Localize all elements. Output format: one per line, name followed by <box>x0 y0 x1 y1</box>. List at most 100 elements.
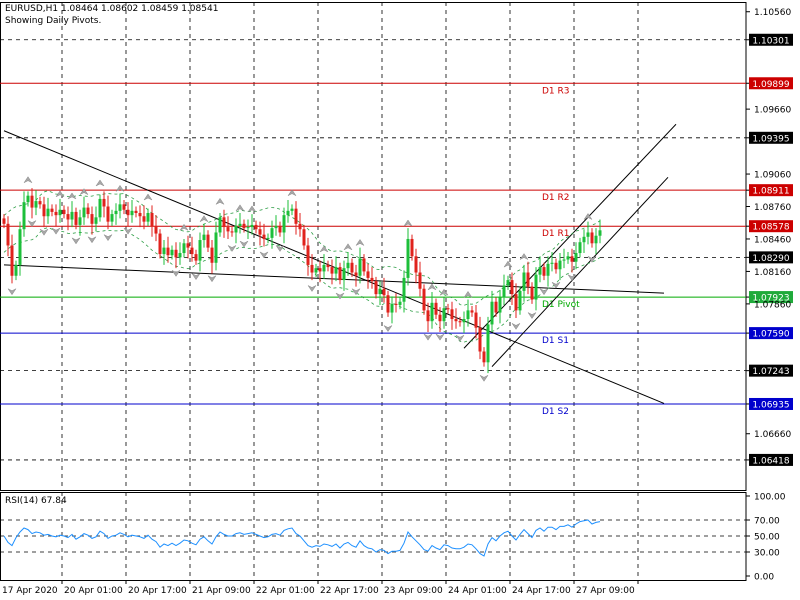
candle-body <box>274 225 278 229</box>
pivot-label: D1 S1 <box>542 336 569 346</box>
candle-body <box>106 206 110 222</box>
candle-body <box>342 268 346 281</box>
candle-body <box>70 211 74 220</box>
price-marker-box <box>749 251 793 264</box>
fractal-up-arrow <box>179 223 189 231</box>
candle-body <box>418 272 422 289</box>
price-marker-label: 1.08911 <box>752 187 789 197</box>
candle-body <box>474 312 478 328</box>
fractal-up-arrow <box>235 204 245 212</box>
symbol-header: EURUSD,H1 1.08464 1.08602 1.08459 1.0854… <box>5 4 219 14</box>
fractal-up-arrow <box>115 184 125 193</box>
fractal-down-arrow <box>307 284 317 292</box>
candle-body <box>306 245 310 265</box>
candle-body <box>402 277 406 302</box>
fractal-down-arrow <box>435 333 445 341</box>
candle-body <box>414 256 418 273</box>
envelope-lower <box>3 227 601 343</box>
time-tick-label: 17 Apr 2020 <box>2 586 58 596</box>
candle-body <box>218 217 222 233</box>
fractal-up-arrow <box>79 188 89 196</box>
candle-body <box>346 262 350 269</box>
fractal-down-arrow <box>551 281 561 289</box>
fractal-up-arrow <box>463 290 473 299</box>
candle-body <box>486 324 490 363</box>
candle-body <box>490 301 494 325</box>
candle-body <box>498 297 502 313</box>
fractal-up-arrow <box>215 197 225 205</box>
candle-body <box>438 314 442 322</box>
price-marker-label: 1.07243 <box>752 367 789 377</box>
candle-body <box>174 249 178 258</box>
candle-body <box>410 238 414 257</box>
rsi-tick-label: 70.00 <box>754 517 780 527</box>
price-marker-label: 1.07923 <box>752 294 789 304</box>
price-marker-label: 1.08290 <box>752 254 789 264</box>
fractal-down-arrow <box>527 311 537 319</box>
candle-body <box>110 214 114 222</box>
candle-body <box>578 242 582 254</box>
candle-body <box>510 280 514 295</box>
fractal-up-arrow <box>23 176 33 184</box>
time-tick-label: 23 Apr 09:00 <box>384 586 443 596</box>
candle-body <box>142 216 146 222</box>
candle-body <box>378 288 382 295</box>
candle-body <box>250 224 254 228</box>
trendline <box>491 176 669 367</box>
candle-body <box>426 310 430 322</box>
candle-body <box>570 256 574 262</box>
candle-body <box>430 302 434 322</box>
candle-body <box>450 309 454 320</box>
candle-body <box>14 264 18 276</box>
candle-body <box>362 258 366 272</box>
price-marker-label: 1.08578 <box>752 223 789 233</box>
candle-body <box>534 274 538 300</box>
candle-body <box>462 319 466 323</box>
fractal-down-arrow <box>51 227 61 235</box>
price-tick-label: 1.08460 <box>754 235 791 245</box>
fractal-up-arrow <box>247 205 257 213</box>
time-tick-label: 24 Apr 01:00 <box>448 586 507 596</box>
fractal-down-arrow <box>239 240 249 248</box>
price-marker-label: 1.09899 <box>752 80 789 90</box>
candle-body <box>42 204 46 217</box>
candle-body <box>170 249 174 256</box>
candle-body <box>206 234 210 248</box>
candle-body <box>230 231 234 233</box>
candle-body <box>26 195 30 203</box>
candle-body <box>330 267 334 274</box>
candle-body <box>566 256 570 260</box>
candle-body <box>294 208 298 224</box>
candle-body <box>594 235 598 244</box>
candle-body <box>374 281 378 295</box>
fractal-up-arrow <box>427 283 437 291</box>
candle-body <box>354 272 358 276</box>
time-tick-label: 22 Apr 01:00 <box>256 586 315 596</box>
candle-body <box>478 327 482 352</box>
fractal-up-arrow <box>287 189 297 197</box>
fractal-up-arrow <box>503 260 513 268</box>
candle-body <box>494 301 498 313</box>
price-marker-box <box>749 131 793 144</box>
fractal-up-arrow <box>95 179 105 187</box>
candle-body <box>470 310 474 313</box>
candle-body <box>150 212 154 226</box>
candle-body <box>138 212 142 217</box>
candle-body <box>558 260 562 270</box>
fractal-down-arrow <box>423 333 433 341</box>
candle-body <box>166 247 170 256</box>
candle-body <box>134 210 138 213</box>
candle-body <box>262 234 266 239</box>
pivot-label: D1 R1 <box>542 229 570 239</box>
candle-body <box>514 294 518 311</box>
candle-body <box>522 272 526 291</box>
price-marker-box <box>749 453 793 466</box>
candle-body <box>86 207 90 215</box>
candle-body <box>30 195 34 208</box>
candle-body <box>278 225 282 233</box>
candle-body <box>190 247 194 255</box>
candle-body <box>322 264 326 272</box>
candle-body <box>34 201 38 208</box>
fractal-up-arrow <box>583 213 593 221</box>
